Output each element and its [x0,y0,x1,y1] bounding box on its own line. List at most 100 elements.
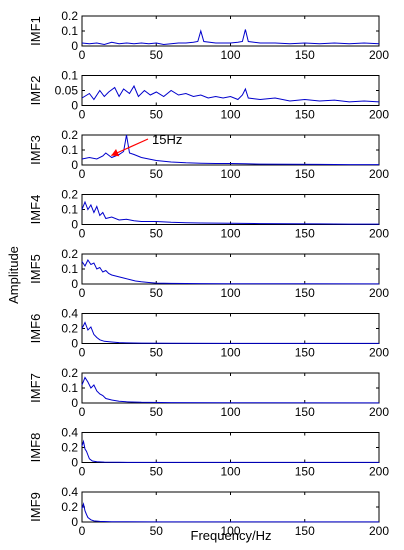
x-tick-label: 0 [79,167,86,181]
y-tick-label: 0.2 [61,247,78,261]
x-tick-label: 200 [369,465,389,479]
panel-label: IMF2 [28,76,43,106]
x-tick-label: 200 [369,405,389,419]
panel-frame [81,372,380,404]
x-tick-label: 50 [150,524,164,538]
panel-frame [81,253,380,285]
y-tick-label: 0.2 [61,500,78,514]
spectrum-line [81,29,380,46]
y-tick-label: 0.1 [61,381,78,395]
x-tick-label: 0 [79,405,86,419]
y-axis-label: Amplitude [6,246,21,304]
x-tick-label: 100 [220,227,240,241]
x-tick-label: 0 [79,48,86,62]
y-tick-label: 0.4 [61,307,78,321]
x-tick-label: 100 [220,524,240,538]
panel-imf2: 0 50 100 150 200 0.10.050 IMF2 [28,69,389,122]
y-tick-label: 0 [71,99,78,113]
panel-imf8: 0 50 100 150 200 0.40.20 IMF8 [28,426,389,479]
spectrum-line [81,439,379,463]
panel-label: IMF3 [28,135,43,165]
x-tick-label: 200 [369,524,389,538]
x-tick-label: 0 [79,286,86,300]
panel-frame [81,15,380,47]
x-tick-label: 150 [295,286,315,300]
x-tick-label: 150 [295,405,315,419]
x-tick-label: 100 [220,48,240,62]
y-tick-label: 0.4 [61,426,78,440]
x-tick-label: 200 [369,286,389,300]
x-tick-label: 100 [220,465,240,479]
y-tick-label: 0.1 [61,24,78,38]
x-tick-label: 100 [220,108,240,122]
x-tick-label: 100 [220,405,240,419]
annotation-arrow-head [111,148,120,157]
spectrum-line [81,321,379,344]
x-tick-label: 150 [295,48,315,62]
x-tick-label: 50 [150,465,164,479]
y-tick-label: 0.2 [61,322,78,336]
y-tick-label: 0 [71,218,78,232]
x-tick-label: 200 [369,48,389,62]
x-tick-label: 0 [79,346,86,360]
y-tick-label: 0.2 [61,9,78,23]
y-tick-label: 0.4 [61,485,78,499]
panel-imf6: 0 50 100 150 200 0.40.20 IMF6 [28,307,389,360]
y-tick-label: 0.1 [61,203,78,217]
spectrum-line [81,502,379,523]
y-tick-label: 0 [71,277,78,291]
panel-imf4: 0 50 100 150 200 0.20.10 IMF4 [28,188,389,241]
x-tick-label: 0 [79,227,86,241]
y-tick-label: 0 [71,337,78,351]
panel-label: IMF4 [28,195,43,225]
panel-imf5: 0 50 100 150 200 0.20.10 IMF5 [28,247,389,300]
y-tick-label: 0 [71,39,78,53]
panel-label: IMF7 [28,373,43,403]
x-tick-label: 0 [79,108,86,122]
y-tick-label: 0.2 [61,366,78,380]
panel-imf3: 0 50 100 150 200 0.20.10 IMF3 15Hz [28,128,389,181]
x-tick-label: 200 [369,167,389,181]
x-tick-label: 200 [369,108,389,122]
x-tick-label: 50 [150,286,164,300]
panel-frame [81,491,380,523]
x-tick-label: 150 [295,108,315,122]
panel-label: IMF8 [28,433,43,463]
x-axis-label: Frequency/Hz [191,528,272,543]
y-tick-label: 0.1 [61,69,78,83]
x-tick-label: 100 [220,346,240,360]
x-tick-label: 50 [150,167,164,181]
panel-label: IMF5 [28,254,43,284]
y-tick-label: 0.2 [61,128,78,142]
annotation-label: 15Hz [152,132,182,147]
x-tick-label: 50 [150,227,164,241]
panel-frame [81,194,380,225]
panel-label: IMF1 [28,16,43,46]
spectrum-line [81,134,379,166]
panel-imf1: 0 50 100 150 200 0.20.10 IMF1 [28,9,389,62]
x-tick-label: 0 [79,465,86,479]
x-tick-label: 50 [150,346,164,360]
spectrum-line [81,376,380,404]
y-tick-label: 0 [71,515,78,529]
x-tick-label: 0 [79,524,86,538]
y-tick-label: 0.1 [61,143,78,157]
y-tick-label: 0 [71,396,78,410]
x-tick-label: 150 [295,465,315,479]
spectrum-line [81,84,380,103]
x-tick-label: 200 [369,346,389,360]
spectrum-line [81,200,379,225]
x-tick-label: 150 [295,167,315,181]
x-tick-label: 50 [150,48,164,62]
panel-frame [81,134,380,166]
x-tick-label: 150 [295,346,315,360]
panel-imf9: 0 50 100 150 200 0.40.20 IMF9 [28,485,389,538]
spectrum-line [81,258,380,285]
panel-frame [81,75,380,106]
y-tick-label: 0 [71,158,78,172]
panel-frame [81,432,380,463]
y-tick-label: 0.1 [61,262,78,276]
x-tick-label: 200 [369,227,389,241]
x-tick-label: 150 [295,524,315,538]
